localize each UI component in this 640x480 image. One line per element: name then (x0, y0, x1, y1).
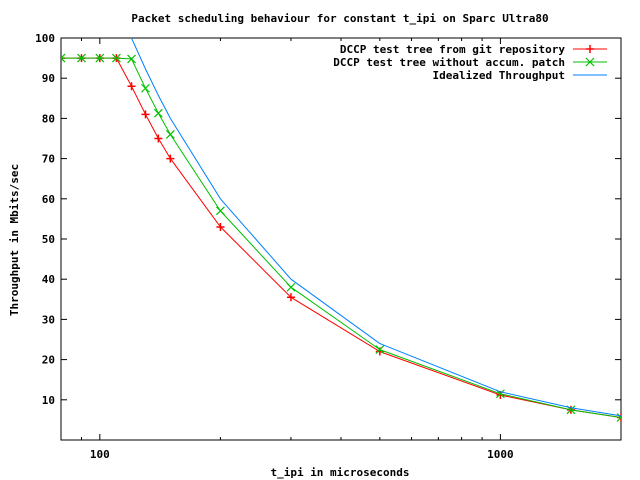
y-tick-label: 60 (42, 193, 55, 206)
y-tick-label: 80 (42, 112, 55, 125)
data-point (141, 83, 150, 93)
data-point (216, 222, 225, 231)
data-point (286, 293, 295, 302)
data-point (111, 53, 121, 63)
x-axis-label: t_ipi in microseconds (270, 466, 409, 479)
data-point (61, 53, 66, 63)
legend-label: DCCP test tree without accum. patch (333, 56, 565, 69)
data-point (77, 53, 86, 63)
x-tick-label: 1000 (487, 448, 514, 461)
y-tick-label: 50 (42, 233, 55, 246)
legend-label: DCCP test tree from git repository (340, 43, 566, 56)
x-tick-label: 100 (90, 448, 110, 461)
y-tick-label: 100 (35, 32, 55, 45)
y-tick-label: 40 (42, 273, 55, 286)
data-point (166, 154, 175, 163)
series-line-2 (130, 38, 621, 417)
legend-label: Idealized Throughput (433, 69, 565, 82)
chart-title: Packet scheduling behaviour for constant… (131, 12, 548, 25)
legend-marker (586, 45, 594, 53)
y-tick-label: 90 (42, 72, 55, 85)
data-point (141, 110, 150, 119)
y-tick-label: 70 (42, 153, 55, 166)
data-point (286, 282, 296, 292)
data-point (375, 345, 385, 354)
data-point (127, 54, 136, 64)
data-point (215, 206, 225, 216)
y-axis-label: Throughput in Mbits/sec (8, 164, 21, 316)
data-point (165, 130, 175, 139)
series-line-1 (61, 57, 621, 418)
plot-frame (60, 37, 622, 441)
y-tick-label: 20 (42, 354, 55, 367)
data-point (616, 413, 621, 422)
data-point (153, 108, 163, 118)
y-tick-label: 30 (42, 313, 55, 326)
data-point (154, 134, 163, 143)
data-point (95, 53, 105, 63)
data-point (127, 82, 136, 91)
legend-marker (585, 57, 595, 67)
y-tick-label: 10 (42, 394, 55, 407)
